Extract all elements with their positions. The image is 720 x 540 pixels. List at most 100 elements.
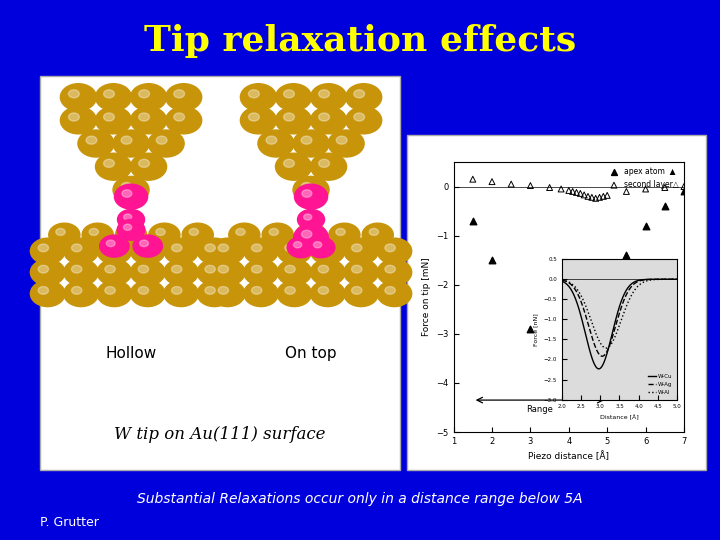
Point — [486, 256, 498, 265]
Circle shape — [140, 214, 148, 220]
Circle shape — [99, 209, 129, 231]
Point — [601, 191, 613, 200]
Circle shape — [78, 130, 114, 157]
Circle shape — [266, 136, 276, 144]
Circle shape — [310, 281, 345, 307]
Circle shape — [148, 130, 184, 157]
Circle shape — [297, 210, 325, 230]
Circle shape — [218, 287, 228, 294]
Circle shape — [369, 228, 379, 235]
Circle shape — [139, 113, 150, 121]
Circle shape — [385, 265, 395, 273]
Circle shape — [197, 259, 232, 285]
Text: Tip relaxation effects: Tip relaxation effects — [144, 24, 576, 57]
Circle shape — [138, 287, 148, 294]
Circle shape — [319, 159, 330, 167]
Circle shape — [68, 113, 79, 121]
Legend: apex atom  ▲, second layer△: apex atom ▲, second layer△ — [605, 166, 680, 191]
Circle shape — [229, 223, 260, 246]
Circle shape — [60, 84, 96, 111]
Circle shape — [205, 265, 215, 273]
Circle shape — [248, 113, 259, 121]
Circle shape — [171, 265, 182, 273]
Point — [569, 359, 580, 368]
Circle shape — [133, 235, 163, 257]
Point — [640, 185, 652, 193]
Circle shape — [294, 184, 328, 209]
Circle shape — [277, 259, 312, 285]
Point — [592, 339, 603, 348]
Circle shape — [122, 228, 132, 235]
Circle shape — [251, 244, 262, 252]
Circle shape — [351, 287, 362, 294]
Circle shape — [55, 228, 65, 235]
Circle shape — [197, 281, 232, 307]
Point — [580, 358, 592, 367]
Circle shape — [138, 265, 148, 273]
Point — [659, 202, 670, 211]
Circle shape — [329, 223, 360, 246]
Circle shape — [318, 287, 328, 294]
Circle shape — [310, 107, 346, 134]
Point — [590, 194, 601, 202]
Point — [594, 193, 606, 201]
Point — [584, 354, 595, 363]
Circle shape — [354, 90, 364, 98]
Circle shape — [235, 228, 245, 235]
Point — [467, 217, 479, 225]
Circle shape — [30, 259, 65, 285]
Circle shape — [114, 184, 148, 209]
Circle shape — [30, 281, 65, 307]
Circle shape — [166, 209, 196, 231]
Circle shape — [351, 265, 362, 273]
Circle shape — [343, 238, 378, 264]
Circle shape — [210, 259, 245, 285]
Circle shape — [343, 259, 378, 285]
Circle shape — [71, 287, 82, 294]
Circle shape — [313, 241, 322, 248]
Circle shape — [276, 153, 312, 180]
Point — [505, 180, 517, 188]
Circle shape — [351, 244, 362, 252]
Circle shape — [205, 287, 215, 294]
Circle shape — [96, 84, 132, 111]
Circle shape — [253, 214, 262, 220]
Circle shape — [244, 238, 279, 264]
Circle shape — [130, 107, 166, 134]
Circle shape — [89, 228, 99, 235]
Circle shape — [104, 90, 114, 98]
Text: Hollow: Hollow — [105, 346, 157, 361]
Circle shape — [49, 223, 80, 246]
Circle shape — [354, 113, 364, 121]
Point — [621, 251, 632, 260]
Circle shape — [336, 228, 345, 235]
Circle shape — [362, 223, 393, 246]
Circle shape — [293, 130, 329, 157]
Circle shape — [130, 84, 166, 111]
Circle shape — [97, 259, 132, 285]
Circle shape — [284, 159, 294, 167]
Circle shape — [287, 214, 295, 220]
Circle shape — [96, 107, 132, 134]
Circle shape — [139, 90, 150, 98]
Circle shape — [320, 214, 328, 220]
Circle shape — [38, 244, 48, 252]
Circle shape — [218, 244, 228, 252]
Circle shape — [68, 90, 79, 98]
Circle shape — [302, 190, 312, 197]
Circle shape — [287, 237, 315, 258]
Circle shape — [304, 214, 312, 220]
Circle shape — [310, 84, 346, 111]
Circle shape — [104, 159, 114, 167]
Circle shape — [38, 287, 48, 294]
Circle shape — [64, 259, 99, 285]
Circle shape — [353, 214, 362, 220]
X-axis label: Piezo distance [Å]: Piezo distance [Å] — [528, 451, 609, 461]
Text: Substantial Relaxations occur only in a distance range below 5A: Substantial Relaxations occur only in a … — [138, 492, 582, 507]
Circle shape — [156, 228, 165, 235]
Circle shape — [248, 90, 259, 98]
Circle shape — [328, 130, 364, 157]
Point — [600, 310, 611, 319]
Text: W tip on Au(111) surface: W tip on Au(111) surface — [114, 426, 325, 443]
Circle shape — [156, 136, 167, 144]
